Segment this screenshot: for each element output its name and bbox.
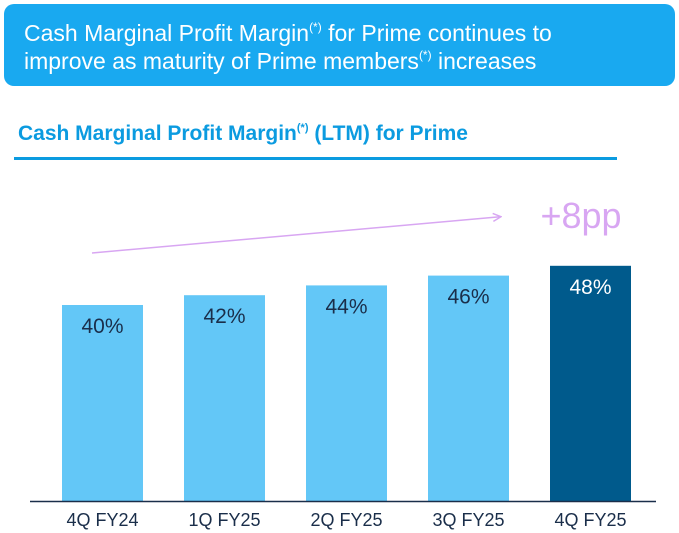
- bar-1: [184, 295, 265, 501]
- category-label-1: 1Q FY25: [188, 510, 260, 530]
- chart-title-text: (LTM) for Prime: [308, 122, 468, 145]
- headline-line-2: improve as maturity of Prime members(*) …: [24, 47, 675, 75]
- footnote-marker: (*): [296, 122, 309, 134]
- bar-value-label-0: 40%: [81, 315, 123, 338]
- headline-banner: Cash Marginal Profit Margin(*) for Prime…: [4, 4, 675, 86]
- bar-value-label-3: 46%: [447, 286, 489, 309]
- footnote-marker: (*): [418, 48, 432, 62]
- category-label-0: 4Q FY24: [66, 510, 138, 530]
- bar-value-label-2: 44%: [325, 295, 367, 318]
- headline-line-1: Cash Marginal Profit Margin(*) for Prime…: [24, 19, 675, 47]
- bar-value-label-4: 48%: [569, 276, 611, 299]
- category-label-2: 2Q FY25: [310, 510, 382, 530]
- trend-arrow: [91, 217, 500, 254]
- chart-title: Cash Marginal Profit Margin(*) (LTM) for…: [18, 122, 468, 146]
- headline-text: for Prime continues to: [321, 20, 552, 46]
- footnote-marker: (*): [309, 20, 322, 34]
- category-label-4: 4Q FY25: [554, 510, 626, 530]
- bar-2: [306, 285, 387, 501]
- bar-0: [62, 305, 143, 501]
- headline-text: increases: [431, 48, 537, 74]
- chart-title-text: Cash Marginal Profit Margin: [18, 122, 297, 145]
- bar-3: [428, 275, 509, 501]
- headline-text: Cash Marginal Profit Margin: [24, 20, 310, 46]
- bar-value-label-1: 42%: [203, 305, 245, 328]
- category-label-3: 3Q FY25: [432, 510, 504, 530]
- growth-annotation: +8pp: [540, 195, 621, 236]
- headline-text: improve as maturity of Prime members: [24, 48, 419, 74]
- bar-4: [550, 265, 631, 501]
- title-underline: [14, 157, 617, 160]
